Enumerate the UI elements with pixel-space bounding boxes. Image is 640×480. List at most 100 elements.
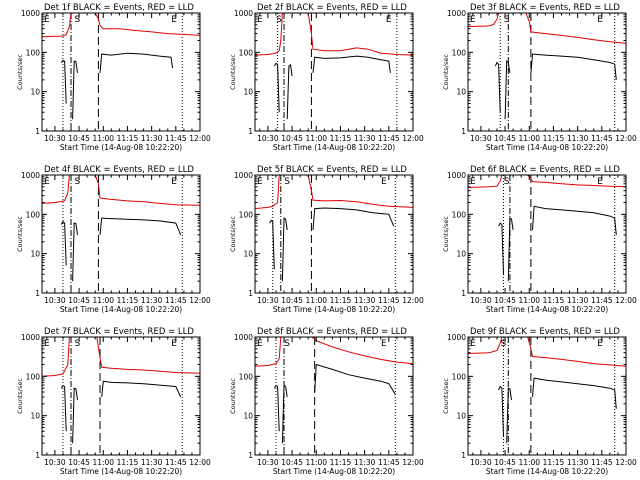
panel-6: Det 6f BLACK = Events, RED = LLD 1 10 100 10… (442, 165, 637, 314)
end-marker: E (597, 339, 603, 349)
x-axis-label: Start Time (14-Aug-08 10:22:20) (273, 467, 395, 476)
end-marker: E (597, 15, 603, 25)
y-tick-label: 1000 (21, 9, 40, 18)
x-tick-label: 10:30 (470, 458, 492, 467)
x-tick-label: 11:45 (165, 458, 187, 467)
events-series-line (72, 60, 78, 120)
panel-title: Det 2f BLACK = Events, RED = LLD (257, 3, 407, 13)
end-marker: E (386, 15, 392, 25)
start-marker: S (74, 15, 80, 25)
x-tick-label: 11:45 (378, 134, 400, 143)
x-tick-label: 11:15 (330, 296, 352, 305)
lld-series-line (255, 175, 413, 210)
y-tick-label: 10 (30, 412, 40, 421)
events-series-line (530, 53, 617, 80)
y-tick-label: 100 (452, 372, 467, 381)
x-tick-label: 11:45 (591, 458, 613, 467)
x-tick-label: 11:30 (354, 296, 376, 305)
start-marker: S (74, 177, 80, 187)
lld-series-line (468, 175, 626, 188)
x-tick-label: 11:45 (378, 458, 400, 467)
panel-title: Det 6f BLACK = Events, RED = LLD (470, 165, 620, 175)
y-tick-label: 1 (35, 127, 40, 136)
y-axis-label: Counts/sec (229, 54, 237, 90)
x-tick-label: 11:00 (305, 134, 327, 143)
panel-4: Det 4f BLACK = Events, RED = LLD 1 10 100 10… (16, 165, 211, 314)
plot-frame (467, 174, 627, 294)
y-axis-label: Counts/sec (442, 54, 450, 90)
x-axis-label: Start Time (14-Aug-08 10:22:20) (60, 305, 182, 314)
x-tick-label: 12:00 (615, 134, 637, 143)
events-series-line (506, 387, 512, 444)
events-series-line (494, 61, 501, 113)
x-tick-label: 11:00 (518, 296, 540, 305)
y-tick-label: 1 (248, 289, 253, 298)
x-axis-label: Start Time (14-Aug-08 10:22:20) (486, 467, 608, 476)
y-tick-label: 100 (26, 210, 41, 219)
x-tick-label: 12:00 (189, 134, 211, 143)
x-tick-label: 11:15 (117, 296, 139, 305)
y-tick-label: 1 (248, 127, 253, 136)
x-tick-label: 11:30 (354, 458, 376, 467)
x-tick-label: 10:30 (257, 134, 279, 143)
x-tick-label: 10:45 (68, 296, 90, 305)
panel-3: Det 3f BLACK = Events, RED = LLD 1 10 100 10… (442, 3, 637, 152)
events-series-line (507, 217, 514, 282)
plot-frame (41, 12, 201, 132)
x-tick-label: 11:00 (518, 134, 540, 143)
panel-2: Det 2f BLACK = Events, RED = LLD 1 10 100 10… (229, 3, 424, 152)
lld-series-line (468, 337, 626, 367)
x-tick-label: 11:30 (141, 296, 163, 305)
panel-title: Det 5f BLACK = Events, RED = LLD (257, 165, 407, 175)
x-tick-label: 11:45 (165, 296, 187, 305)
end-marker: E (171, 15, 177, 25)
y-tick-label: 1 (248, 451, 253, 460)
x-tick-label: 11:30 (141, 134, 163, 143)
x-tick-label: 11:15 (543, 134, 565, 143)
x-tick-label: 12:00 (402, 458, 424, 467)
x-tick-label: 11:30 (567, 134, 589, 143)
start-marker: S (500, 339, 506, 349)
events-series-line (72, 387, 78, 444)
panel-8: Det 8f BLACK = Events, RED = LLD 1 10 100 10… (229, 327, 424, 476)
x-tick-label: 11:00 (92, 458, 114, 467)
x-tick-label: 11:30 (141, 458, 163, 467)
start-end-marker: E (257, 339, 263, 349)
x-tick-label: 10:30 (470, 134, 492, 143)
x-axis-label: Start Time (14-Aug-08 10:22:20) (60, 467, 182, 476)
x-tick-label: 12:00 (615, 458, 637, 467)
panel-title: Det 7f BLACK = Events, RED = LLD (44, 327, 194, 337)
events-series-line (281, 217, 288, 282)
x-tick-label: 11:45 (378, 296, 400, 305)
start-marker: S (284, 339, 290, 349)
plot-frame (254, 12, 414, 132)
panel-title: Det 9f BLACK = Events, RED = LLD (470, 327, 620, 337)
x-tick-label: 11:15 (117, 134, 139, 143)
events-series-line (99, 217, 182, 236)
panel-1: Det 1f BLACK = Events, RED = LLD 1 10 100 10… (16, 3, 211, 152)
lld-series-line (255, 337, 413, 367)
y-tick-label: 1 (35, 451, 40, 460)
start-marker: S (284, 177, 290, 187)
y-tick-label: 1000 (234, 333, 253, 342)
x-tick-label: 11:00 (305, 296, 327, 305)
start-end-marker: E (257, 177, 263, 187)
x-tick-label: 10:30 (257, 458, 279, 467)
panel-title: Det 4f BLACK = Events, RED = LLD (44, 165, 194, 175)
y-axis-label: Counts/sec (229, 378, 237, 414)
x-tick-label: 10:45 (494, 134, 516, 143)
x-tick-label: 10:45 (68, 134, 90, 143)
x-tick-label: 10:30 (44, 134, 66, 143)
y-tick-label: 100 (239, 48, 254, 57)
start-marker: S (504, 15, 510, 25)
start-end-marker: E (44, 15, 50, 25)
y-tick-label: 100 (239, 372, 254, 381)
x-tick-label: 12:00 (189, 458, 211, 467)
plot-frame (254, 336, 414, 456)
y-tick-label: 100 (26, 48, 41, 57)
x-tick-label: 11:30 (567, 458, 589, 467)
events-series-line (312, 207, 395, 231)
y-tick-label: 1000 (21, 333, 40, 342)
x-tick-label: 11:15 (543, 296, 565, 305)
x-tick-label: 10:45 (68, 458, 90, 467)
